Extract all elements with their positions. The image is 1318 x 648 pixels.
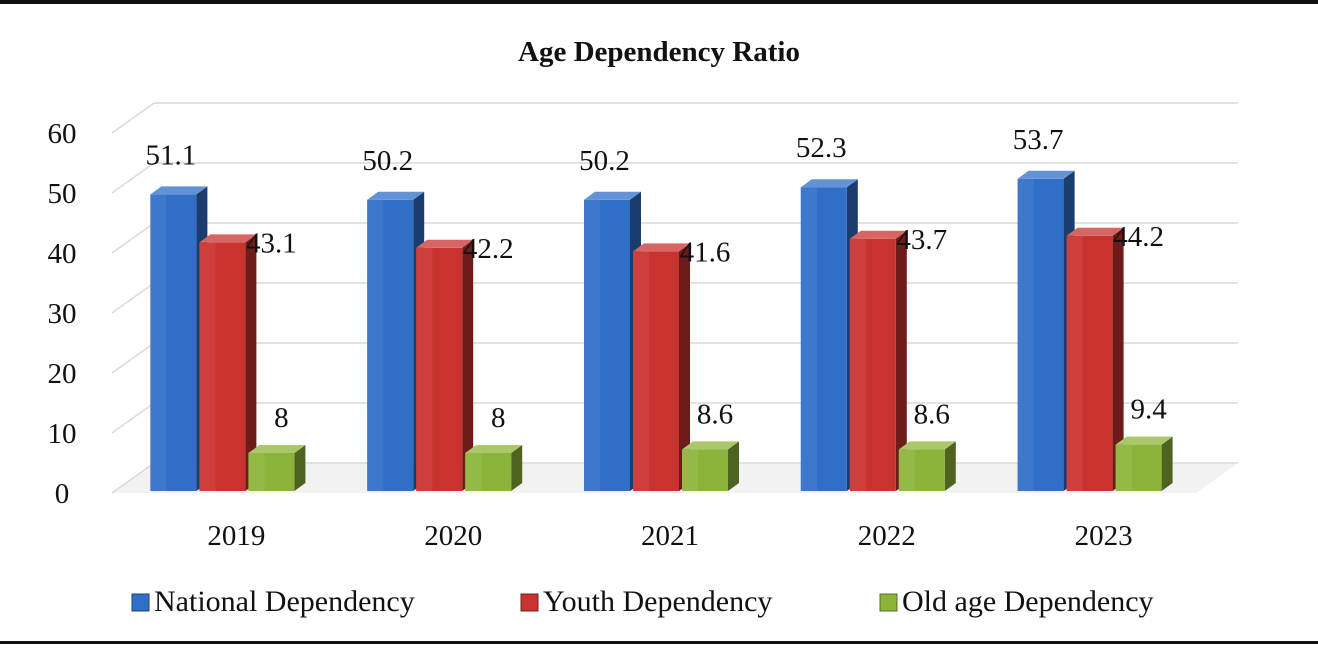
y-tick-label: 20 [48,358,77,390]
chart-svg: Age Dependency Ratio 0 10 20 30 40 50 60 51.1 4… [48,36,1238,618]
legend-swatch [879,593,898,612]
gridline-side [111,162,155,194]
data-label: 8 [491,402,506,434]
data-label: 8 [274,402,289,434]
bar-2021-1 [633,243,690,491]
data-label: 42.2 [463,233,514,265]
data-label: 50.2 [362,145,413,177]
y-tick-label: 50 [48,178,77,210]
y-tick-label: 0 [55,478,70,510]
gridline-side [111,462,155,494]
data-label: 43.1 [246,227,297,259]
data-label: 53.7 [1013,124,1064,156]
legend: National Dependency Youth Dependency Old a… [131,585,1154,618]
gridline-side [111,282,155,314]
legend-label: Old age Dependency [902,585,1154,618]
bar-2020-1 [416,239,474,491]
data-label: 51.1 [146,139,197,171]
bar-2019-1 [199,234,257,491]
legend-label: Youth Dependency [543,585,772,618]
x-tick-label: 2019 [207,520,265,552]
y-tick-label: 40 [48,238,77,270]
y-tick-label: 30 [48,298,77,330]
legend-swatch [131,593,150,612]
gridline-side [111,402,155,434]
bar-2023-1 [1066,227,1124,492]
chart-title: Age Dependency Ratio [518,36,800,68]
y-axis-ticks: 0 10 20 30 40 50 60 [48,118,77,510]
bar-2021-0 [584,191,641,492]
bar-2021-2 [682,441,739,491]
legend-swatch [520,593,539,612]
bar-2023-2 [1115,436,1173,491]
bar-2022-0 [800,179,858,491]
bar-2022-2 [898,441,956,491]
legend-item: Youth Dependency [520,585,772,618]
bar-2023-0 [1017,170,1075,492]
bar-2020-0 [367,191,425,492]
data-label: 50.2 [579,145,630,177]
gridline-side [111,222,155,254]
bar-2020-2 [465,445,523,491]
bar-2019-0 [150,186,208,491]
data-label: 8.6 [697,398,733,430]
x-tick-label: 2023 [1075,520,1133,552]
legend-item: National Dependency [131,585,415,618]
bar-2019-2 [248,445,306,491]
legend-label: National Dependency [154,585,415,618]
x-tick-label: 2022 [858,520,916,552]
data-label: 8.6 [914,398,950,430]
x-axis-ticks: 2019 2020 2021 2022 2023 [207,520,1132,552]
bar-2022-1 [849,230,907,492]
data-labels: 51.1 43.1 8 50.2 42.2 8 50.2 41.6 8.6 52.3 43.7 8.6… [146,124,1168,434]
gridline-side [111,102,155,134]
y-tick-label: 10 [48,418,77,450]
data-label: 44.2 [1113,221,1164,253]
gridline-side [111,342,155,374]
data-label: 52.3 [796,132,847,164]
legend-item: Old age Dependency [879,585,1154,618]
bars [150,170,1173,492]
data-label: 43.7 [896,224,947,256]
x-tick-label: 2020 [424,520,482,552]
data-label: 41.6 [680,236,731,268]
x-tick-label: 2021 [641,520,699,552]
data-label: 9.4 [1130,394,1167,426]
y-tick-label: 60 [48,118,77,150]
